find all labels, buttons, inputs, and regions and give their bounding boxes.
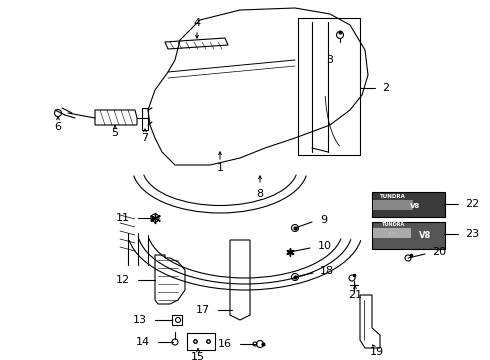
Text: V8: V8	[410, 203, 420, 209]
FancyBboxPatch shape	[371, 192, 444, 216]
Text: 17: 17	[196, 305, 210, 315]
Text: 3: 3	[326, 55, 334, 65]
FancyBboxPatch shape	[373, 200, 413, 210]
Text: 18: 18	[320, 266, 334, 276]
Text: TUNDRA: TUNDRA	[381, 222, 405, 228]
Text: 12: 12	[116, 275, 130, 285]
Text: 19: 19	[370, 347, 384, 357]
Text: 10: 10	[318, 241, 332, 251]
Text: 5.7L: 5.7L	[389, 232, 397, 236]
Text: 1: 1	[217, 163, 223, 173]
FancyBboxPatch shape	[371, 221, 444, 248]
FancyBboxPatch shape	[373, 228, 411, 238]
Text: 5: 5	[112, 128, 119, 138]
Text: 23: 23	[465, 229, 479, 239]
Text: 15: 15	[191, 352, 205, 360]
Text: 2: 2	[382, 83, 389, 93]
Text: 20: 20	[432, 247, 446, 257]
Text: 14: 14	[136, 337, 150, 347]
Text: 4: 4	[194, 18, 200, 28]
Text: 8: 8	[256, 189, 264, 199]
Text: 11: 11	[116, 213, 130, 223]
Text: 7: 7	[142, 133, 148, 143]
Text: 9: 9	[320, 215, 327, 225]
Text: 6: 6	[54, 122, 62, 132]
Text: 21: 21	[348, 290, 362, 300]
Text: 16: 16	[218, 339, 232, 349]
Text: TUNDRA: TUNDRA	[380, 194, 406, 199]
Text: 13: 13	[133, 315, 147, 325]
Text: 22: 22	[465, 199, 479, 209]
Text: V8: V8	[419, 230, 431, 239]
